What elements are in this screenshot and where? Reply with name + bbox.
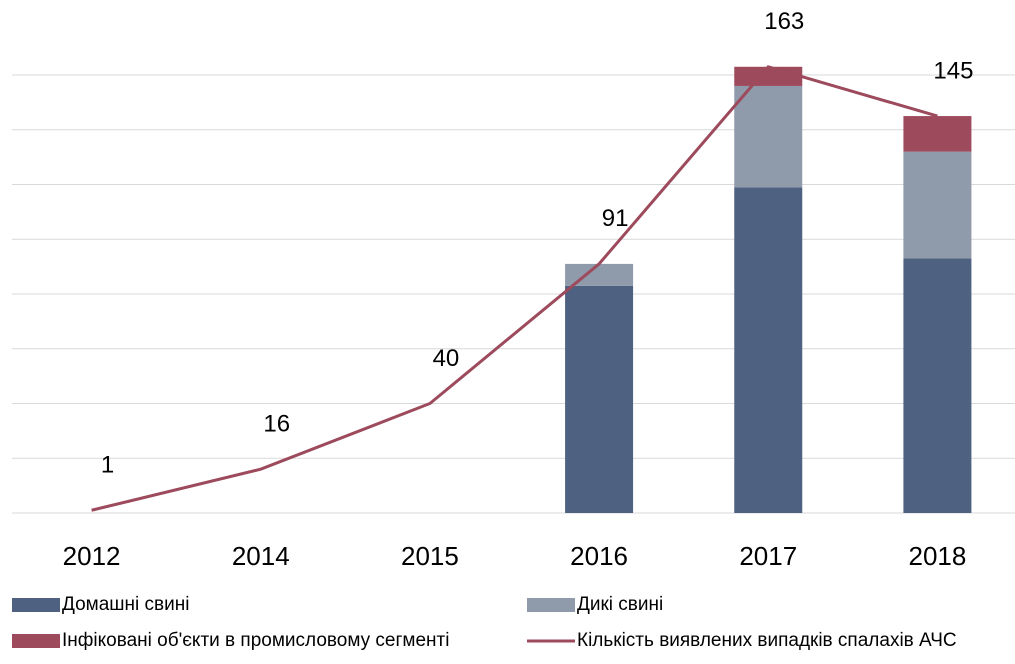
bar-segment bbox=[903, 116, 972, 152]
legend-label: Домашні свині bbox=[62, 594, 189, 615]
line-series bbox=[91, 65, 938, 512]
legend-swatch bbox=[527, 598, 575, 612]
bar-segment bbox=[565, 285, 634, 513]
x-tick-label: 2017 bbox=[739, 541, 797, 571]
legend-label: Кількість виявлених випадків спалахів АЧ… bbox=[577, 630, 957, 651]
x-tick-label: 2012 bbox=[63, 541, 121, 571]
x-tick-label: 2014 bbox=[232, 541, 290, 571]
bar-segment bbox=[734, 66, 803, 86]
bar-segment bbox=[903, 151, 972, 259]
legend-swatch bbox=[12, 598, 60, 612]
x-tick-label: 2016 bbox=[570, 541, 628, 571]
x-tick-label: 2018 bbox=[908, 541, 966, 571]
data-label: 163 bbox=[764, 8, 804, 35]
bar-segment bbox=[903, 258, 972, 513]
x-tick-label: 2015 bbox=[401, 541, 459, 571]
bar-segment bbox=[734, 85, 803, 188]
data-label: 16 bbox=[263, 411, 290, 438]
data-label: 1 bbox=[101, 452, 114, 479]
data-label: 91 bbox=[602, 205, 629, 232]
legend-label: Дикі свині bbox=[577, 594, 663, 615]
legend-swatch bbox=[12, 634, 60, 648]
bar-segment bbox=[565, 263, 634, 286]
data-label: 40 bbox=[433, 345, 460, 372]
bar-segment bbox=[734, 187, 803, 514]
data-label: 145 bbox=[933, 57, 973, 84]
legend-label: Інфіковані об'єкти в промисловому сегмен… bbox=[62, 630, 449, 651]
